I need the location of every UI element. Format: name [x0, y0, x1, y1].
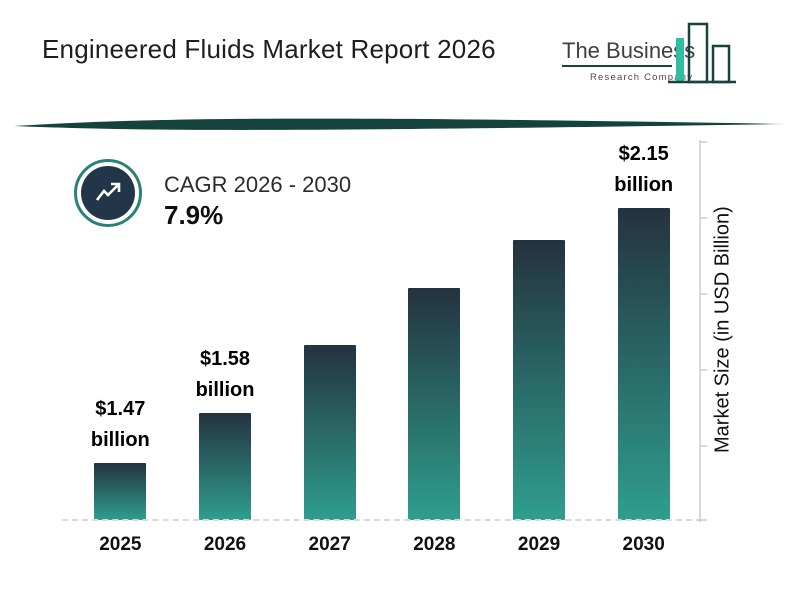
y-axis-title: Market Size (in USD Billion) [711, 206, 734, 454]
bar-column-2027 [277, 138, 382, 520]
bar-2027 [303, 345, 356, 520]
cagr-trend-badge [74, 159, 142, 227]
bar-2026 [199, 413, 251, 520]
bar-value-unit: billion [195, 379, 255, 401]
bar-value-label-2030: $2.15 billion [614, 139, 673, 201]
trend-up-icon [81, 166, 135, 220]
logo-bars-icon [668, 22, 736, 84]
page-title: Engineered Fluids Market Report 2026 [42, 34, 496, 64]
logo-text-line2: Research Company [590, 72, 693, 83]
bar-column-2025: $1.47 billion [68, 138, 173, 520]
bar-2029 [513, 240, 566, 520]
x-axis-labels: 2025 2026 2027 2028 2029 2030 [68, 534, 696, 556]
bar-2030 [617, 208, 670, 520]
x-tick-2030: 2030 [622, 534, 665, 555]
bar-value-label-2026: $1.58 billion [196, 344, 255, 406]
logo-text-line1: The Business [562, 38, 695, 63]
bar-value-unit: billion [90, 429, 150, 451]
x-tick-2025: 2025 [99, 534, 142, 555]
bar-value-amount: $1.47 [95, 398, 146, 420]
bar-chart: $1.47 billion $1.58 billion $2.15 billio… [68, 138, 696, 520]
bar-value-label-2025: $1.47 billion [91, 394, 150, 456]
x-tick-2027: 2027 [308, 534, 351, 555]
x-tick-2028: 2028 [413, 534, 456, 555]
header-divider [0, 118, 800, 134]
y-axis-line [698, 140, 708, 522]
x-axis-baseline [62, 519, 702, 521]
bar-column-2030: $2.15 billion [591, 138, 696, 520]
x-tick-2026: 2026 [203, 534, 247, 555]
bar-column-2029 [487, 138, 592, 520]
cagr-value: 7.9% [164, 200, 224, 230]
logo-graphic: The Business Research Company [562, 22, 736, 84]
bar-2028 [408, 288, 461, 520]
bar-value-amount: $1.58 [199, 348, 251, 370]
company-logo: The Business Research Company [560, 18, 770, 104]
x-tick-2029: 2029 [517, 534, 561, 555]
bar-2025 [94, 463, 147, 520]
bar-column-2026: $1.58 billion [173, 138, 278, 520]
bar-value-unit: billion [614, 174, 674, 196]
bar-value-amount: $2.15 [618, 143, 669, 165]
cagr-label: CAGR 2026 - 2030 [164, 172, 352, 197]
bar-column-2028 [382, 138, 487, 520]
